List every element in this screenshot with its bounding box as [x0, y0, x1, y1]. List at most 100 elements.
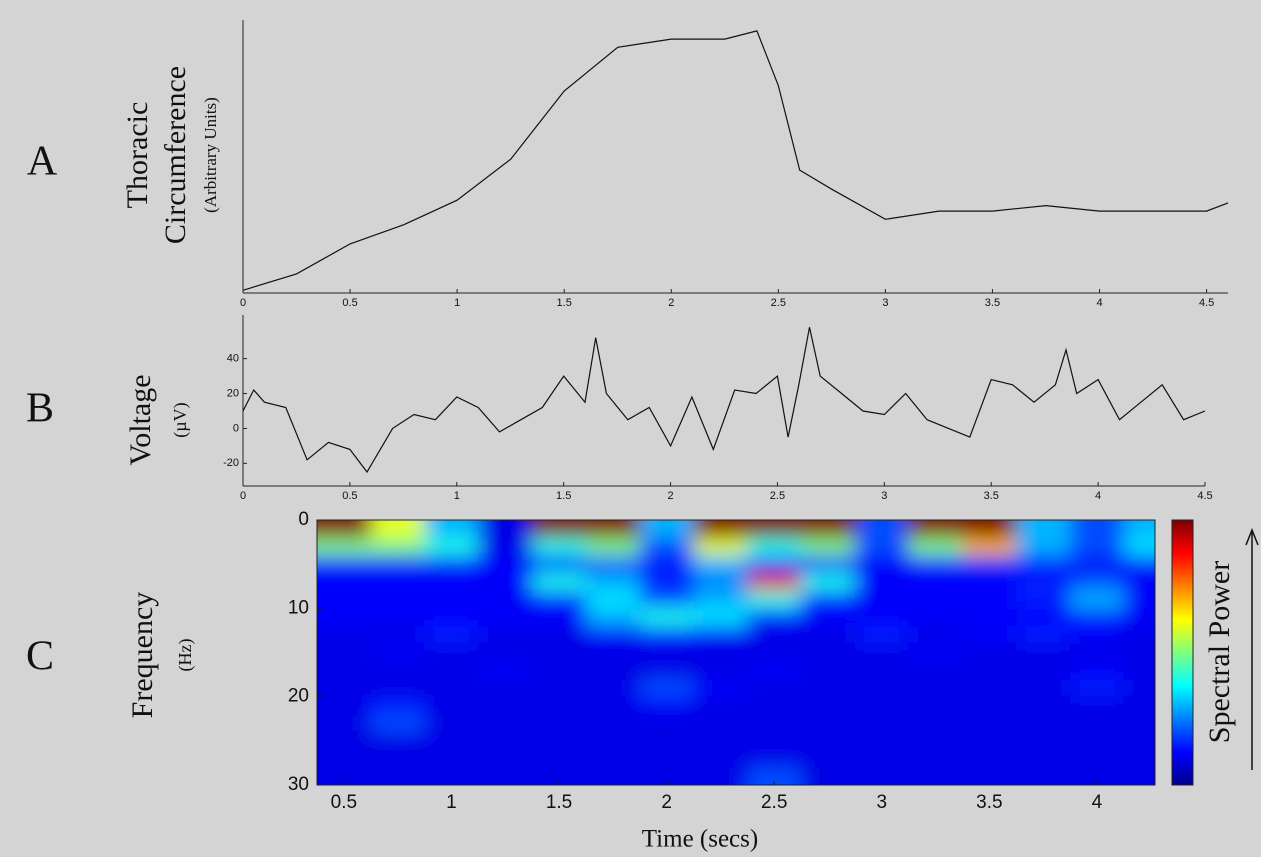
heatmap-cell	[962, 555, 1018, 574]
heatmap-cell	[532, 573, 587, 592]
heatmap-cell	[1070, 555, 1125, 574]
heatmap-cell	[854, 608, 910, 627]
heatmap-cell	[747, 732, 803, 751]
x-tick-label: 2	[661, 792, 672, 813]
heatmap-cell	[1016, 608, 1072, 627]
heatmap-cell	[424, 714, 480, 733]
heatmap-cell	[1016, 696, 1072, 716]
heatmap-cell	[1070, 608, 1125, 627]
heatmap-cell	[747, 590, 803, 610]
heatmap-cell	[585, 732, 641, 751]
heatmap-cell	[908, 661, 964, 680]
heatmap-cells	[317, 520, 1155, 785]
heatmap-cell	[370, 626, 426, 645]
heatmap-cell	[478, 643, 534, 663]
colorbar-label: Spectral Power	[1203, 561, 1236, 743]
heatmap-cell	[962, 661, 1018, 680]
heatmap-cell	[370, 573, 426, 592]
heatmap-cell	[478, 520, 534, 539]
heatmap-cell	[801, 661, 856, 680]
heatmap-cell	[639, 626, 695, 645]
y-axis-label: (Arbitrary Units)	[201, 97, 220, 213]
heatmap-cell	[478, 537, 534, 557]
heatmap-cell	[747, 626, 803, 645]
heatmap-cell	[693, 714, 749, 733]
heatmap-cell	[585, 767, 641, 785]
heatmap-cell	[424, 661, 480, 680]
arrow-head	[1245, 527, 1259, 546]
heatmap-cell	[370, 643, 426, 663]
x-tick-label: 4	[1095, 490, 1101, 502]
heatmap-cell	[693, 749, 749, 769]
y-tick-label: 30	[288, 774, 309, 795]
x-tick-label: 0.5	[331, 792, 357, 813]
heatmap-cell	[370, 520, 426, 539]
heatmap-cell	[962, 749, 1018, 769]
heatmap-cell	[747, 643, 803, 663]
heatmap-cell	[1123, 714, 1155, 733]
x-tick-label: 1	[454, 490, 460, 502]
x-tick-label: 2.5	[771, 297, 786, 309]
heatmap-cell	[478, 661, 534, 680]
heatmap-cell	[747, 661, 803, 680]
heatmap-cell	[370, 537, 426, 557]
heatmap-cell	[693, 573, 749, 592]
heatmap-cell	[639, 590, 695, 610]
heatmap-cell	[639, 643, 695, 663]
heatmap-cell	[854, 626, 910, 645]
heatmap-cell	[317, 608, 372, 627]
heatmap-cell	[908, 749, 964, 769]
heatmap-cell	[747, 696, 803, 716]
heatmap-cell	[317, 749, 372, 769]
x-tick-label: 4	[1096, 297, 1102, 309]
heatmap-cell	[478, 714, 534, 733]
heatmap-cell	[1123, 661, 1155, 680]
heatmap-cell	[801, 732, 856, 751]
x-tick-label: 0	[240, 490, 246, 502]
heatmap-cell	[962, 679, 1018, 698]
heatmap-cell	[585, 573, 641, 592]
heatmap-cell	[424, 696, 480, 716]
heatmap-cell	[1016, 679, 1072, 698]
x-tick-label: 2	[668, 297, 674, 309]
y-tick-label: -20	[223, 457, 239, 469]
y-axis-label: Frequency	[126, 592, 159, 719]
heatmap-cell	[424, 520, 480, 539]
heatmap-cell	[854, 732, 910, 751]
heatmap-cell	[801, 520, 856, 539]
heatmap-cell	[854, 714, 910, 733]
y-axis-label: Circumference	[159, 66, 192, 244]
heatmap-cell	[693, 696, 749, 716]
x-tick-label: 3.5	[984, 490, 999, 502]
heatmap-cell	[370, 555, 426, 574]
heatmap-cell	[747, 714, 803, 733]
x-tick-label: 1	[446, 792, 457, 813]
heatmap-cell	[908, 608, 964, 627]
y-tick-label: 10	[288, 597, 309, 618]
heatmap-cell	[639, 608, 695, 627]
heatmap	[317, 520, 1155, 785]
heatmap-cell	[639, 749, 695, 769]
heatmap-cell	[532, 679, 587, 698]
heatmap-cell	[532, 555, 587, 574]
heatmap-cell	[585, 520, 641, 539]
heatmap-cell	[585, 679, 641, 698]
heatmap-cell	[854, 661, 910, 680]
heatmap-cell	[639, 679, 695, 698]
heatmap-cell	[1123, 520, 1155, 539]
heatmap-cell	[532, 661, 587, 680]
heatmap-cell	[532, 537, 587, 557]
heatmap-cell	[532, 732, 587, 751]
heatmap-cell	[693, 643, 749, 663]
heatmap-cell	[317, 767, 372, 785]
heatmap-cell	[585, 643, 641, 663]
heatmap-cell	[854, 749, 910, 769]
heatmap-cell	[747, 749, 803, 769]
heatmap-cell	[585, 590, 641, 610]
heatmap-cell	[908, 732, 964, 751]
heatmap-cell	[370, 696, 426, 716]
heatmap-cell	[1016, 555, 1072, 574]
heatmap-cell	[1123, 608, 1155, 627]
heatmap-cell	[370, 590, 426, 610]
heatmap-cell	[1123, 643, 1155, 663]
